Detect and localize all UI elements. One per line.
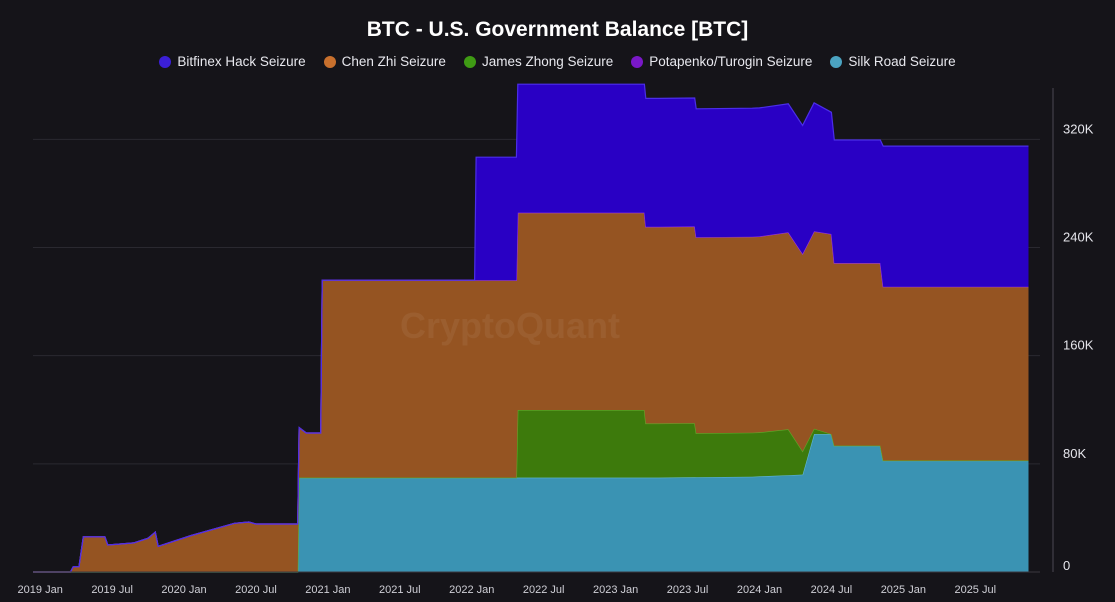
x-tick-label-6: 2022 Jan bbox=[449, 584, 494, 596]
x-tick-label-0: 2019 Jan bbox=[18, 584, 63, 596]
x-tick-label-4: 2021 Jan bbox=[305, 584, 350, 596]
y-tick-label-1: 80K bbox=[1063, 446, 1086, 461]
x-tick-label-3: 2020 Jul bbox=[235, 584, 277, 596]
x-tick-label-5: 2021 Jul bbox=[379, 584, 421, 596]
y-tick-label-4: 320K bbox=[1063, 121, 1094, 136]
legend-label-chen-zhi: Chen Zhi Seizure bbox=[341, 54, 446, 69]
x-tick-label-9: 2023 Jul bbox=[667, 584, 709, 596]
stacked-areas bbox=[33, 83, 1029, 573]
x-tick-label-11: 2024 Jul bbox=[811, 584, 853, 596]
legend-item-james-zhong[interactable]: James Zhong Seizure bbox=[463, 54, 614, 69]
area-series-chen-zhi-seizure bbox=[33, 212, 1029, 572]
legend-item-silk-road[interactable]: Silk Road Seizure bbox=[830, 54, 956, 69]
x-tick-label-12: 2025 Jan bbox=[881, 584, 926, 596]
legend-swatch-chen-zhi bbox=[323, 55, 336, 68]
area-series-silk-road-seizure bbox=[33, 434, 1029, 572]
x-tick-label-13: 2025 Jul bbox=[954, 584, 996, 596]
legend-label-james-zhong: James Zhong Seizure bbox=[481, 54, 614, 69]
area-series-bitfinex-hack-seizure bbox=[33, 84, 1029, 572]
area-series-james-zhong-seizure bbox=[33, 410, 1029, 572]
x-tick-label-10: 2024 Jan bbox=[737, 584, 782, 596]
legend-swatch-silk-road bbox=[830, 55, 843, 68]
legend-label-potapenko: Potapenko/Turogin Seizure bbox=[649, 54, 813, 69]
watermark-text: CryptoQuant bbox=[400, 305, 620, 346]
y-tick-label-2: 160K bbox=[1063, 338, 1094, 353]
x-tick-label-2: 2020 Jan bbox=[161, 584, 206, 596]
legend-label-bitfinex: Bitfinex Hack Seizure bbox=[177, 54, 306, 69]
x-tick-label-7: 2022 Jul bbox=[523, 584, 565, 596]
legend-swatch-james-zhong bbox=[463, 55, 476, 68]
chart-legend: Bitfinex Hack Seizure Chen Zhi Seizure J… bbox=[0, 54, 1115, 69]
y-tick-label-3: 240K bbox=[1063, 229, 1094, 244]
axes: 0 80K 160K 240K 320K 2019 Jan 2019 Jul 2020 Jan… bbox=[18, 88, 1094, 596]
x-tick-label-1: 2019 Jul bbox=[91, 584, 133, 596]
legend-item-potapenko[interactable]: Potapenko/Turogin Seizure bbox=[631, 54, 812, 69]
y-tick-label-0: 0 bbox=[1063, 558, 1070, 573]
legend-item-bitfinex[interactable]: Bitfinex Hack Seizure bbox=[159, 54, 306, 69]
legend-label-silk-road: Silk Road Seizure bbox=[848, 54, 956, 69]
legend-swatch-bitfinex bbox=[159, 55, 172, 68]
line-series-bitfinex-hack-seizure bbox=[33, 83, 1029, 573]
chart-title: BTC - U.S. Government Balance [BTC] bbox=[366, 18, 749, 41]
legend-item-chen-zhi[interactable]: Chen Zhi Seizure bbox=[323, 54, 446, 69]
legend-swatch-potapenko bbox=[631, 55, 644, 68]
x-tick-label-8: 2023 Jan bbox=[593, 584, 638, 596]
